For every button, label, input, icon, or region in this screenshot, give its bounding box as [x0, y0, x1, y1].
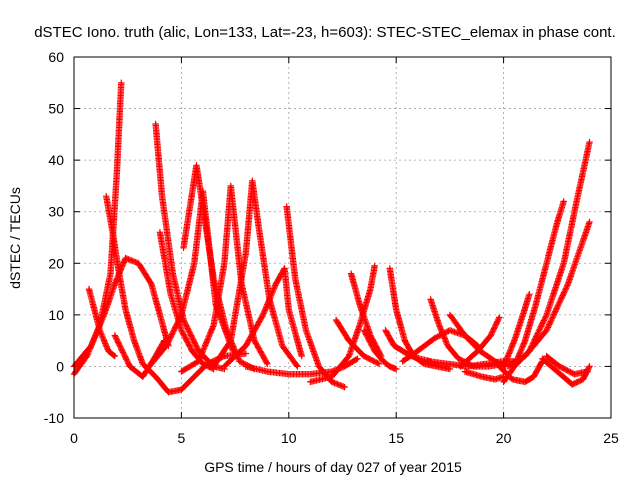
y-tick-label: 10: [48, 307, 64, 323]
y-tick-label: 20: [48, 255, 64, 271]
series-pass-11: [210, 177, 301, 370]
marker-trail-pass-26: [461, 368, 507, 383]
x-axis-label: GPS time / hours of day 027 of year 2015: [204, 459, 462, 475]
marker-trail-pass-31: [504, 218, 593, 370]
y-tick-label: 50: [48, 101, 64, 117]
marker-trail-pass-09: [180, 162, 258, 373]
x-tick-label: 10: [281, 430, 297, 446]
series-pass-18: [360, 327, 400, 373]
series-pass-25: [457, 314, 503, 370]
y-tick-label: 40: [48, 152, 64, 168]
tick-labels: 0 5 10 15 20 25 -10 0 10 20 30 40 50 60: [44, 49, 619, 446]
marker-trail-pass-12: [221, 265, 305, 370]
series-pass-16: [332, 316, 383, 368]
x-tick-label: 0: [70, 430, 78, 446]
series-pass-09: [180, 162, 258, 373]
marker-trail-pass-11: [210, 177, 301, 370]
series-group: [70, 79, 593, 396]
series-pass-30: [500, 291, 533, 370]
y-axis-label: dSTEC / TECUs: [7, 187, 23, 289]
marker-trail-pass-16: [332, 316, 383, 368]
series-pass-12: [221, 265, 305, 370]
x-tick-label: 20: [496, 430, 512, 446]
marker-trail-pass-25: [457, 314, 503, 370]
plot-frame: [73, 56, 612, 419]
marker-trail-pass-05: [103, 193, 249, 396]
series-pass-31: [504, 218, 593, 370]
x-tick-label: 15: [388, 430, 404, 446]
x-tick-label: 25: [603, 430, 619, 446]
y-tick-label: 60: [48, 49, 64, 65]
marker-trail-pass-33: [543, 352, 591, 378]
marker-trail-pass-28: [496, 358, 546, 386]
chart-title: dSTEC Iono. truth (alic, Lon=133, Lat=-2…: [34, 24, 616, 41]
y-tick-label: -10: [44, 410, 64, 426]
marker-trail-pass-17: [347, 270, 385, 360]
series-pass-05: [103, 193, 249, 396]
marker-trail-pass-18: [360, 327, 400, 373]
series-pass-28: [496, 358, 546, 386]
y-tick-label: 0: [56, 358, 64, 374]
series-pass-26: [461, 368, 507, 383]
x-tick-label: 5: [178, 430, 186, 446]
y-tick-label: 30: [48, 204, 64, 220]
marker-trail-pass-30: [500, 291, 533, 370]
series-pass-17: [347, 270, 385, 360]
series-pass-33: [543, 352, 591, 378]
